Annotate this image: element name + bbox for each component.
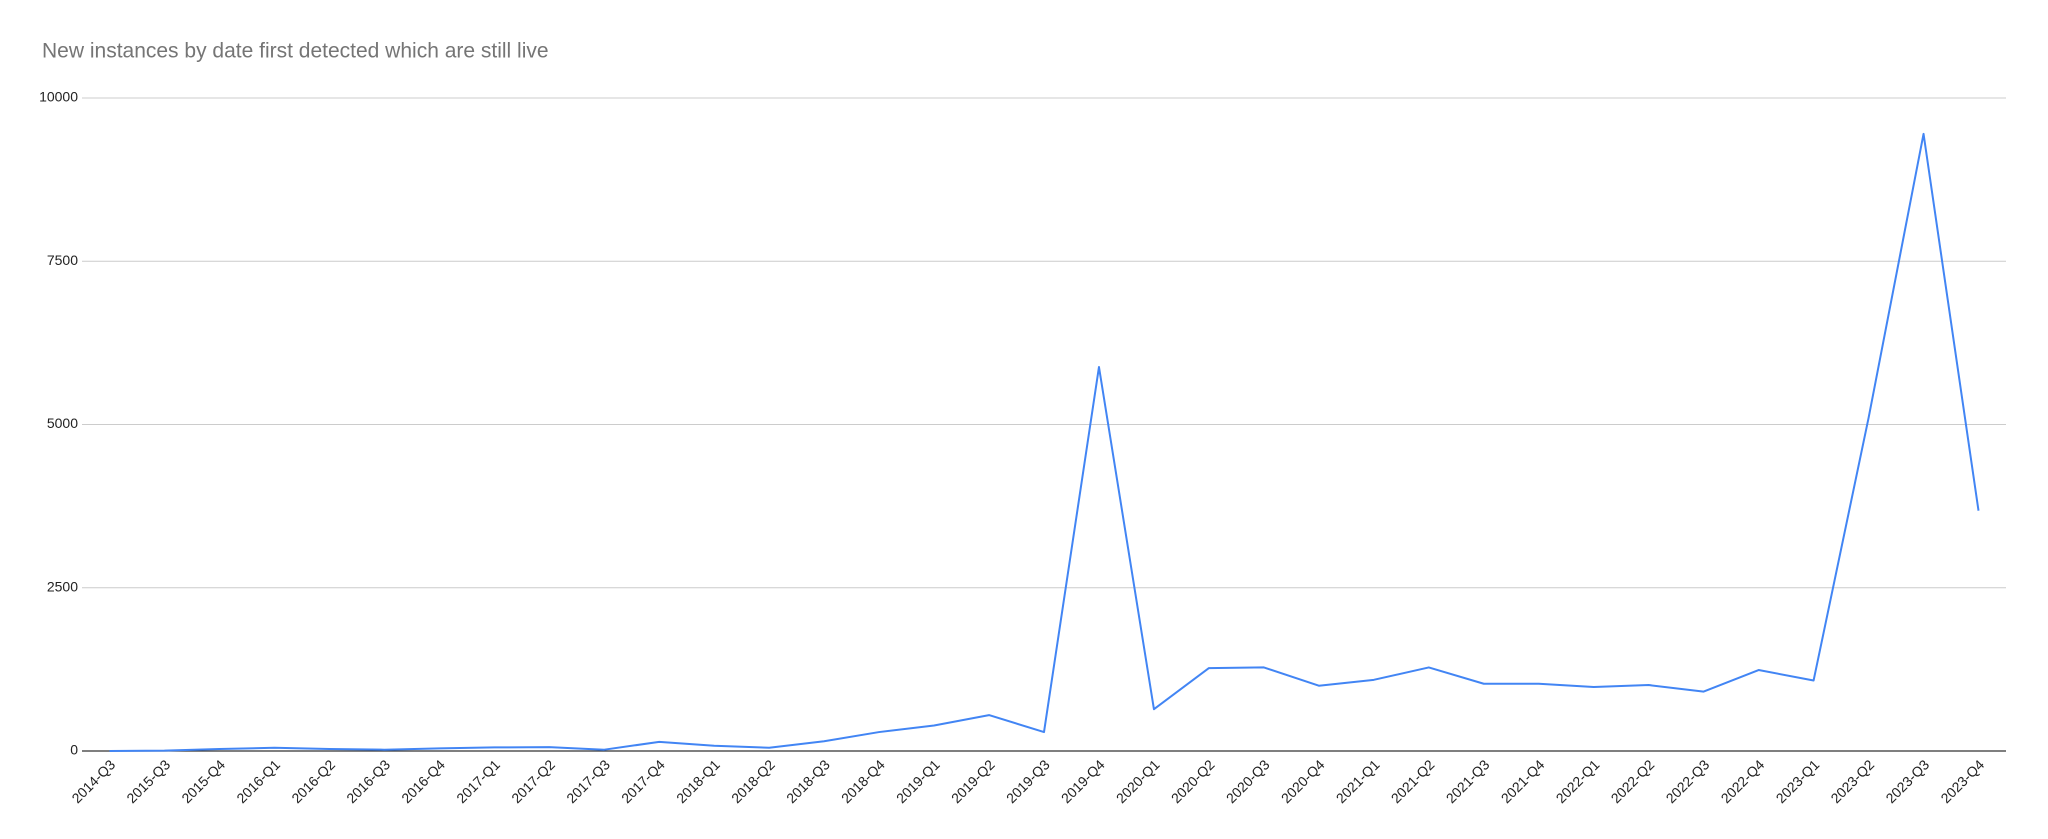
y-tick-label: 2500 [47,578,78,594]
x-tick-label: 2018-Q4 [838,756,888,806]
x-tick-label: 2021-Q3 [1443,756,1493,806]
x-tick-label: 2015-Q4 [178,756,228,806]
y-tick-label: 5000 [47,415,78,431]
y-tick-label: 0 [70,742,78,758]
x-tick-label: 2019-Q3 [1003,756,1053,806]
x-tick-label: 2019-Q2 [948,756,998,806]
x-tick-label: 2023-Q2 [1827,756,1877,806]
x-tick-label: 2023-Q4 [1937,756,1987,806]
x-tick-label: 2022-Q1 [1553,756,1603,806]
x-tick-label: 2019-Q4 [1058,756,1108,806]
x-tick-label: 2018-Q2 [728,756,778,806]
x-tick-label: 2017-Q2 [508,756,558,806]
x-tick-label: 2014-Q3 [68,756,118,806]
x-tick-label: 2023-Q1 [1772,756,1822,806]
x-tick-label: 2021-Q1 [1333,756,1383,806]
x-tick-label: 2017-Q4 [618,756,668,806]
x-tick-label: 2020-Q1 [1113,756,1163,806]
y-tick-label: 10000 [39,89,78,105]
x-tick-label: 2021-Q2 [1388,756,1438,806]
x-tick-label: 2017-Q3 [563,756,613,806]
x-tick-label: 2022-Q2 [1608,756,1658,806]
x-tick-label: 2020-Q3 [1223,756,1273,806]
x-tick-label: 2022-Q4 [1718,756,1768,806]
x-tick-label: 2016-Q3 [343,756,393,806]
x-tick-label: 2021-Q4 [1498,756,1548,806]
x-tick-label: 2015-Q3 [123,756,173,806]
x-tick-label: 2022-Q3 [1663,756,1713,806]
chart-title: New instances by date first detected whi… [42,40,549,63]
x-tick-label: 2020-Q4 [1278,756,1328,806]
x-tick-label: 2020-Q2 [1168,756,1218,806]
x-tick-label: 2018-Q3 [783,756,833,806]
x-tick-label: 2016-Q2 [288,756,338,806]
x-tick-label: 2023-Q3 [1882,756,1932,806]
x-tick-label: 2018-Q1 [673,756,723,806]
data-line [109,132,1980,752]
y-tick-label: 7500 [47,252,78,268]
x-tick-label: 2017-Q1 [453,756,503,806]
x-tick-label: 2019-Q1 [893,756,943,806]
x-tick-label: 2016-Q1 [233,756,283,806]
x-tick-label: 2016-Q4 [398,756,448,806]
